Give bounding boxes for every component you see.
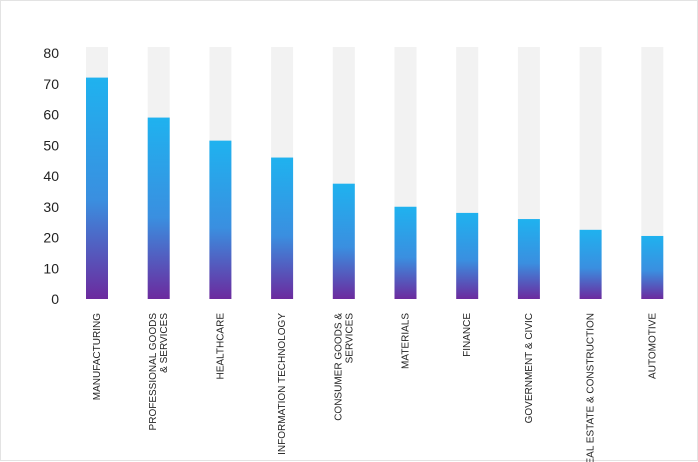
bar <box>394 206 417 299</box>
bar <box>271 157 294 299</box>
bar <box>456 212 479 299</box>
x-category-label: CONSUMER GOODS &SERVICES <box>333 313 355 421</box>
x-axis-labels: MANUFACTURING PROFESSIONAL GOODS& SERVICE… <box>92 313 658 462</box>
x-category-label-text: MANUFACTURING <box>92 313 103 400</box>
x-category-label: MANUFACTURING <box>92 313 103 400</box>
bar <box>579 229 602 299</box>
bar <box>517 219 540 299</box>
y-axis-ticks: 0 10 20 30 40 50 60 70 80 <box>43 45 59 307</box>
bar <box>641 235 664 299</box>
x-category-label-text: MATERIALS <box>401 313 412 369</box>
x-category-label: FINANCE <box>462 313 473 357</box>
y-tick-label: 20 <box>43 230 59 246</box>
x-category-label-text: PROFESSIONAL GOODS& SERVICES <box>148 313 170 431</box>
bar-track-layer <box>86 47 664 299</box>
y-tick-label: 80 <box>43 45 59 61</box>
x-category-label: REAL ESTATE & CONSTRUCTION <box>586 313 597 462</box>
y-tick-label: 60 <box>43 107 59 123</box>
bar <box>332 183 355 299</box>
y-tick-label: 30 <box>43 199 59 215</box>
bar <box>86 77 108 299</box>
y-tick-label: 0 <box>51 291 59 307</box>
x-category-label: INFORMATION TECHNOLOGY <box>277 313 288 455</box>
y-tick-label: 40 <box>43 168 59 184</box>
x-category-label-text: HEALTHCARE <box>215 313 226 380</box>
x-category-label: GOVERNMENT & CIVIC <box>524 313 535 423</box>
x-category-label: PROFESSIONAL GOODS& SERVICES <box>148 313 170 431</box>
y-tick-label: 50 <box>43 137 59 153</box>
bar <box>209 140 232 299</box>
x-category-label-text: GOVERNMENT & CIVIC <box>524 313 535 423</box>
x-category-label: HEALTHCARE <box>215 313 226 380</box>
x-category-label: AUTOMOTIVE <box>647 313 658 379</box>
x-category-label: MATERIALS <box>401 313 412 369</box>
x-category-label-text: REAL ESTATE & CONSTRUCTION <box>586 313 597 462</box>
x-category-label-text: CONSUMER GOODS &SERVICES <box>333 313 355 421</box>
x-category-label-text: INFORMATION TECHNOLOGY <box>277 313 288 455</box>
bar-layer <box>86 77 664 299</box>
x-category-label-text: FINANCE <box>462 313 473 357</box>
y-tick-label: 70 <box>43 76 59 92</box>
x-category-label-text: AUTOMOTIVE <box>647 313 658 379</box>
bar <box>147 117 170 299</box>
y-tick-label: 10 <box>43 260 59 276</box>
